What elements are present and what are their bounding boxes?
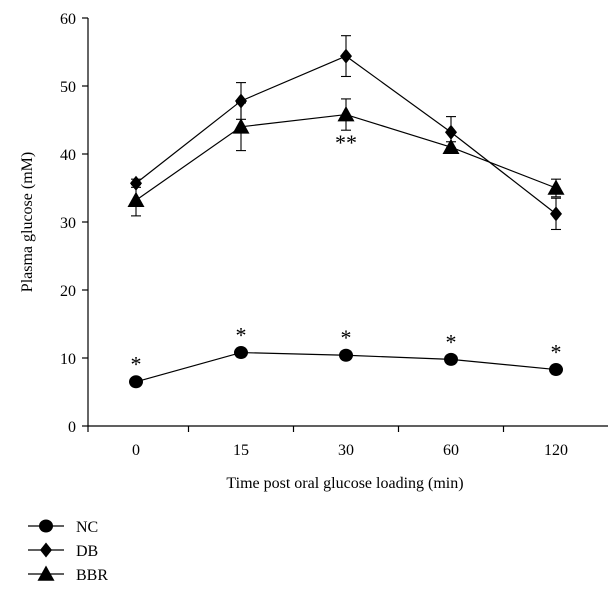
legend-label-bbr: BBR: [76, 567, 108, 584]
x-tick-label: 120: [544, 442, 568, 459]
data-point-nc: [339, 348, 353, 362]
data-point-db: [445, 124, 457, 140]
y-tick-label: 60: [60, 11, 76, 28]
data-point-bbr: [547, 179, 565, 195]
data-point-bbr: [127, 191, 145, 208]
x-tick-label: 60: [443, 442, 459, 459]
data-point-db: [130, 175, 142, 191]
significance-mark: *: [551, 339, 562, 364]
x-tick-label: 30: [338, 442, 354, 459]
data-point-bbr: [232, 118, 250, 134]
data-point-nc: [234, 346, 248, 360]
x-axis-title: Time post oral glucose loading (min): [226, 475, 463, 492]
y-tick-label: 10: [60, 351, 76, 368]
data-point-bbr: [442, 138, 460, 154]
legend-label-nc: NC: [76, 519, 98, 536]
y-tick-label: 30: [60, 215, 76, 232]
y-tick-label: 50: [60, 79, 76, 96]
y-tick-label: 40: [60, 147, 76, 164]
legend-marker-nc: [39, 519, 53, 533]
legend-marker-bbr: [37, 565, 55, 581]
x-tick-label: 0: [132, 442, 140, 459]
data-point-db: [550, 206, 562, 222]
significance-mark: *: [446, 329, 457, 354]
data-point-db: [340, 48, 352, 64]
data-point-db: [235, 93, 247, 109]
data-point-nc: [129, 375, 143, 389]
data-point-nc: [549, 363, 563, 377]
legend-label-db: DB: [76, 543, 98, 560]
data-point-bbr: [337, 106, 355, 122]
data-point-nc: [444, 352, 458, 366]
significance-mark: *: [236, 322, 247, 347]
legend-marker-db: [40, 542, 52, 558]
y-tick-label: 0: [68, 419, 76, 436]
significance-mark: *: [341, 325, 352, 350]
significance-mark: *: [131, 352, 142, 377]
x-tick-label: 15: [233, 442, 249, 459]
y-tick-label: 20: [60, 283, 76, 300]
significance-mark: **: [335, 130, 357, 155]
y-axis-title: Plasma glucose (mM): [19, 152, 36, 292]
